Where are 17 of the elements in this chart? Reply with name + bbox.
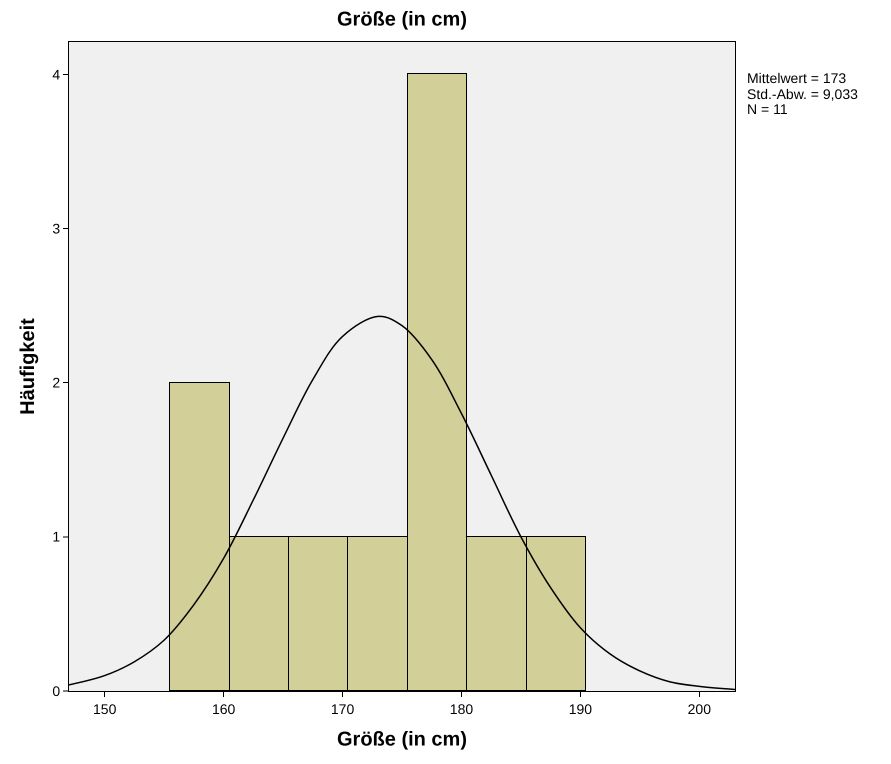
y-tick-label: 3 xyxy=(52,220,60,236)
x-tick-label: 150 xyxy=(93,700,117,717)
y-tick-label: 2 xyxy=(52,374,60,391)
x-tick-label: 160 xyxy=(212,700,236,717)
y-tick-label: 0 xyxy=(52,682,60,699)
text: N = 11 xyxy=(747,101,788,117)
x-tick-label: 180 xyxy=(450,700,474,717)
chart-title: Größe (in cm) xyxy=(336,8,468,30)
y-axis-title: Häufigkeit xyxy=(16,318,39,415)
x-axis-title: Größe (in cm) xyxy=(336,728,468,750)
text: Std.-Abw. = 9,033 xyxy=(747,86,858,102)
x-tick-label: 200 xyxy=(688,700,712,717)
y-tick-label: 1 xyxy=(52,528,60,545)
x-tick-label: 190 xyxy=(568,700,592,717)
x-tick-label: 170 xyxy=(330,700,354,717)
text: Mittelwert = 173 xyxy=(747,70,846,86)
y-tick-label: 4 xyxy=(52,66,60,82)
